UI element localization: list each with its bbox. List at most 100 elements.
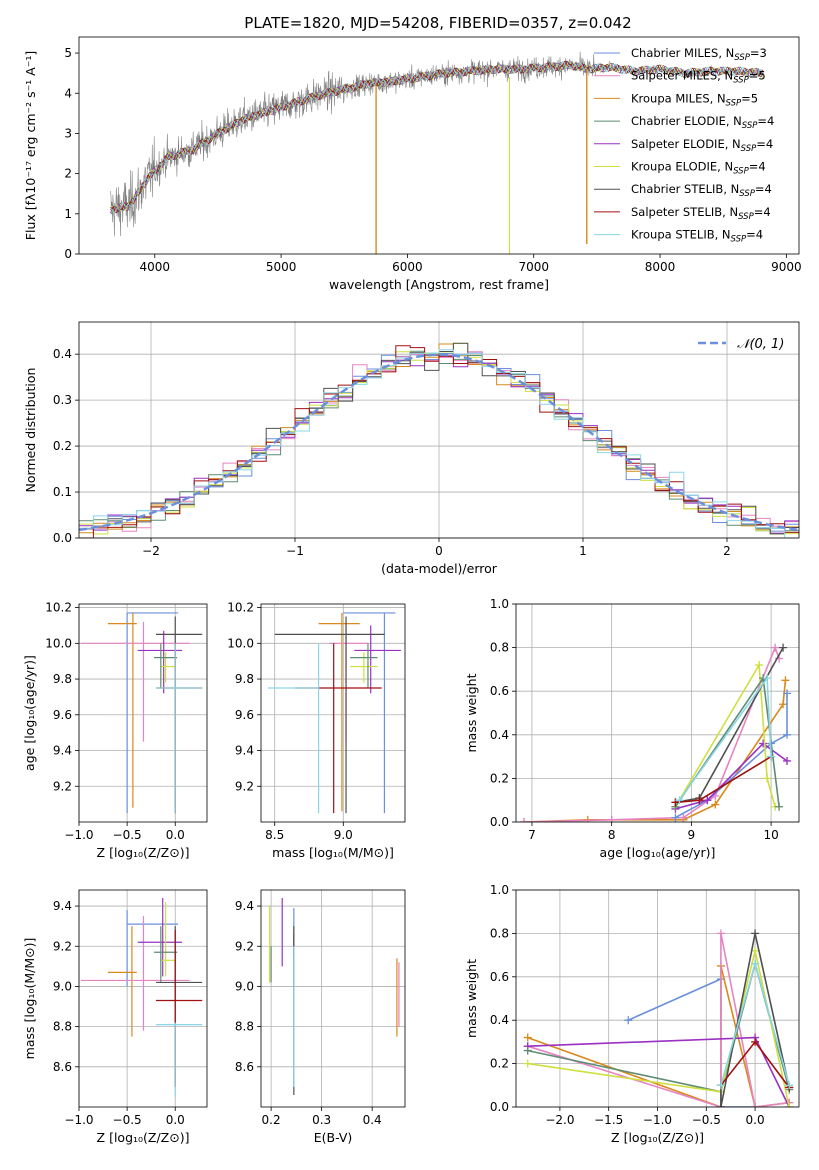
y-tick-label: 0.0	[490, 815, 509, 829]
y-tick-label: 10.2	[227, 601, 254, 615]
errorbar-kroupa-miles	[107, 612, 137, 808]
y-tick-label: 0.2	[490, 1057, 509, 1071]
point-marker	[675, 796, 684, 805]
point-marker	[716, 1081, 725, 1090]
y-tick-label: 4	[64, 86, 72, 100]
series-salpeter-stelib	[671, 752, 776, 807]
y-tick-label: 9.4	[235, 899, 254, 913]
y-tick-label: 0.2	[53, 439, 72, 453]
point-marker	[763, 674, 772, 683]
errorbar-kroupa-miles	[107, 926, 137, 1037]
mw-vs-Z-border	[515, 889, 800, 1108]
point-marker	[695, 796, 704, 805]
x-axis-label: (data-model)/error	[381, 561, 498, 576]
series-line	[523, 645, 780, 822]
point-marker	[759, 739, 768, 748]
y-tick-label: 9.2	[53, 939, 72, 953]
errorbar-kroupa-stelib	[155, 1022, 203, 1097]
y-tick-label: 1	[64, 207, 72, 221]
model-kroupa-stelib	[110, 61, 764, 214]
mass-vs-Z-border	[78, 889, 208, 1108]
y-tick-label: 0.4	[490, 1013, 509, 1027]
y-tick-label: 1.0	[490, 883, 509, 897]
y-tick-label: 8.8	[235, 1020, 254, 1034]
errorbar-salpeter-miles	[80, 621, 190, 742]
point-marker	[783, 756, 792, 765]
errorbar-salpeter-stelib	[295, 643, 382, 814]
x-tick-label: −2	[142, 544, 160, 558]
mass-vs-EBV-frame: 0.2 0.3 0.4 8.6 8.8 9.0 9.2 9.4 E(B-V)	[235, 889, 406, 1145]
age-vs-Z-plot	[80, 612, 203, 814]
y-tick-label: 9.2	[235, 939, 254, 953]
legend-entry: Chabrier ELODIE, NSSP=4	[631, 114, 774, 131]
residuals-plot	[79, 342, 799, 538]
x-tick-label: 2	[723, 544, 731, 558]
x-tick-label: 8	[608, 828, 616, 842]
mw-vs-age-axes	[516, 603, 799, 823]
x-tick-label: −2.0	[545, 1113, 574, 1127]
legend-entry: Chabrier STELIB, NSSP=4	[631, 182, 772, 199]
point-marker	[519, 818, 528, 822]
y-tick-label: 0.6	[490, 970, 509, 984]
x-tick-label: 7	[528, 828, 536, 842]
mw-vs-age-border	[515, 603, 800, 823]
point-marker	[607, 815, 616, 822]
errorbar-salpeter-elodie	[354, 625, 401, 694]
series-chabrier-elodie	[523, 959, 794, 1096]
errorbar-kroupa-stelib	[155, 643, 203, 814]
point-marker	[781, 676, 790, 685]
mass-vs-Z-plot	[80, 898, 203, 1097]
x-tick-label: 9	[688, 828, 696, 842]
x-tick-label: 0.3	[312, 1113, 331, 1127]
y-tick-label: 9.4	[53, 899, 72, 913]
x-tick-label: 10	[763, 828, 778, 842]
y-tick-label: 0.2	[490, 771, 509, 785]
point-marker	[624, 1016, 633, 1025]
y-axis-label: Flux [fλ10⁻¹⁷ erg cm⁻² s⁻¹ A⁻¹]	[23, 51, 38, 240]
point-marker	[523, 1046, 532, 1055]
age-vs-Z-border	[78, 603, 208, 823]
series-line	[675, 755, 772, 804]
point-marker	[671, 813, 680, 822]
y-tick-label: 0.4	[53, 347, 72, 361]
age-vs-mass-border	[260, 603, 406, 823]
mass-vs-EBV-border	[260, 889, 406, 1108]
y-tick-label: 0	[64, 247, 72, 261]
x-tick-label: 9000	[771, 260, 802, 274]
spectrum-plot	[110, 51, 764, 254]
errorbar-kroupa-stelib	[267, 643, 320, 814]
mass-vs-Z-frame: −1.0 −0.5 0.0 8.6 8.8 9.0 9.2 9.4 Z [log₁₀(Z/Z⊙)…	[22, 889, 208, 1145]
errorbar-chabrier-elodie	[154, 643, 178, 688]
point-marker	[523, 1059, 532, 1068]
y-tick-label: 9.4	[235, 744, 254, 758]
legend-entry: Chabrier MILES, NSSP=3	[631, 46, 767, 63]
y-tick-label: 1.0	[490, 597, 509, 611]
x-tick-label: 0.0	[166, 1113, 185, 1127]
point-marker	[751, 1103, 760, 1107]
errorbar-kroupa-elodie	[160, 652, 176, 683]
point-marker	[751, 1037, 760, 1046]
x-tick-label: −0.5	[692, 1113, 721, 1127]
figure-title: PLATE=1820, MJD=54208, FIBERID=0357, z=0…	[244, 14, 631, 32]
errorbar-chabrier-elodie	[154, 926, 178, 983]
point-marker	[775, 802, 784, 811]
x-axis-label: Z [log₁₀(Z/Z⊙)]	[97, 1130, 190, 1145]
normal-curve	[79, 353, 799, 532]
errorbar-kroupa-miles	[318, 612, 360, 812]
point-marker	[779, 700, 788, 709]
age-vs-mass-frame: 8.5 9.0 9.2 9.4 9.6 9.8 10.0 10.2 mass [log₁₀(M/…	[227, 601, 406, 860]
x-tick-label: 6000	[392, 260, 423, 274]
spectrum-legend: Chabrier MILES, NSSP=3 Salpeter MILES, NS…	[594, 46, 774, 245]
y-tick-label: 3	[64, 126, 72, 140]
x-tick-label: 0.2	[262, 1113, 281, 1127]
y-tick-label: 9.6	[53, 708, 72, 722]
x-axis-label: Z [log₁₀(Z/Z⊙)]	[611, 1130, 704, 1145]
point-marker	[783, 689, 792, 698]
y-axis-label: Normed distribution	[23, 368, 38, 493]
series-kroupa-miles	[523, 961, 794, 1107]
errorbar-chabrier-miles	[126, 612, 179, 814]
y-tick-label: 10.2	[45, 601, 72, 615]
x-axis-label: age [log₁₀(age/yr)]	[600, 845, 716, 860]
x-tick-label: −1.5	[594, 1113, 623, 1127]
x-tick-label: −1.0	[643, 1113, 672, 1127]
